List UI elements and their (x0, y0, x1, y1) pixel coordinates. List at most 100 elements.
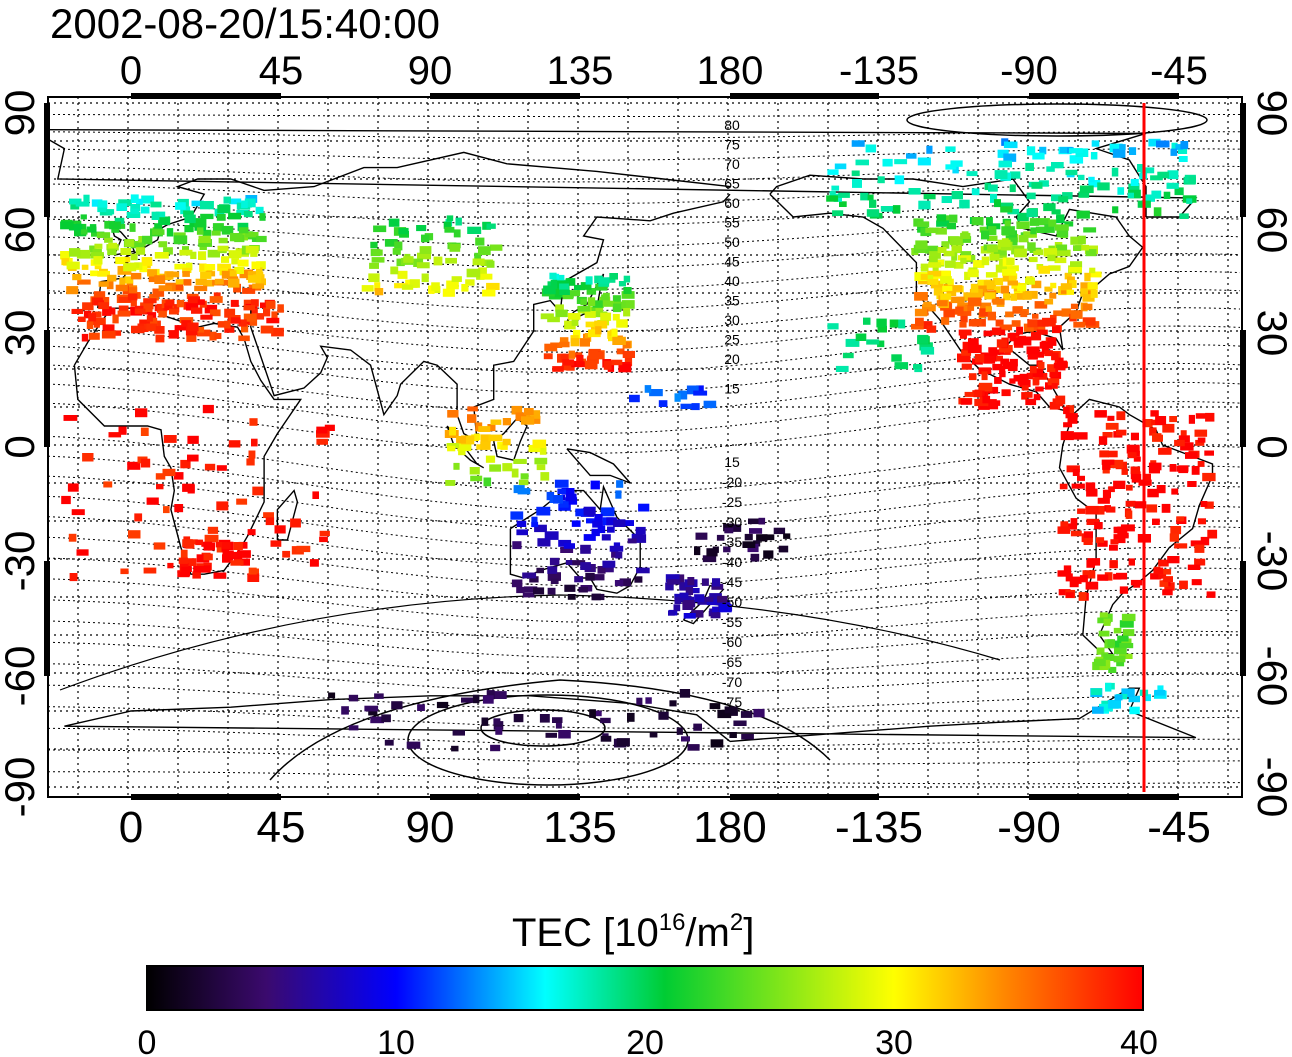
tec-observation-mark (981, 371, 988, 381)
tec-observation-mark (979, 302, 992, 312)
tec-observation-mark (1026, 372, 1034, 380)
tec-observation-mark (461, 697, 474, 703)
tec-observation-mark (1027, 319, 1038, 328)
tec-observation-mark (835, 365, 849, 372)
tec-observation-mark (1179, 213, 1189, 219)
tec-observation-mark (154, 252, 169, 259)
tec-observation-mark (373, 225, 387, 233)
tec-observation-mark (984, 292, 996, 300)
tec-observation-mark (236, 498, 248, 505)
tec-observation-mark (1027, 242, 1036, 251)
tec-observation-mark (691, 610, 704, 618)
tec-observation-mark (445, 480, 456, 486)
tec-observation-mark (90, 252, 104, 259)
tec-observation-mark (558, 730, 571, 739)
tec-observation-mark (511, 579, 523, 588)
tec-observation-mark (372, 249, 383, 256)
contour-line (48, 749, 1240, 765)
tec-observation-mark (1194, 429, 1208, 437)
tec-observation-mark (876, 318, 887, 328)
tec-observation-mark (554, 479, 569, 488)
tec-observation-mark (913, 364, 922, 370)
tec-observation-mark (1020, 379, 1031, 387)
top-lon-label: -45 (1150, 49, 1208, 93)
tec-observation-mark (1125, 510, 1133, 519)
tec-observation-mark (89, 245, 97, 253)
contour-line (48, 620, 1241, 659)
tec-observation-mark (270, 540, 282, 547)
tec-observation-mark (196, 226, 204, 235)
tec-observation-mark (914, 308, 927, 317)
magnetic-latitude-contours (48, 103, 1241, 786)
contour-label: 20 (724, 351, 740, 367)
tec-observation-mark (117, 310, 131, 317)
tec-observation-mark (951, 191, 963, 200)
tec-observation-mark (1071, 483, 1085, 489)
tec-observation-mark (1078, 592, 1087, 601)
tec-observation-mark (234, 266, 244, 274)
colorbar: TEC [1016/m2] 0 10 20 30 40 (138, 909, 1158, 1057)
tec-observation-mark (866, 339, 880, 345)
tec-observation-mark (938, 270, 950, 279)
tec-observation-mark (75, 201, 90, 207)
tec-observation-mark (1026, 192, 1036, 200)
tec-observation-mark (184, 225, 194, 233)
tec-observation-mark (592, 520, 603, 528)
tec-observation-mark (700, 596, 714, 602)
tec-observation-mark (988, 184, 998, 192)
tec-observation-mark (251, 438, 258, 447)
tec-observation-mark (920, 346, 935, 355)
tec-observation-mark (374, 288, 384, 296)
tec-observation-mark (495, 726, 503, 735)
tec-observation-mark (1044, 286, 1053, 292)
contour-label: -60 (722, 634, 742, 650)
tec-observation-mark (204, 534, 219, 543)
tec-observation-mark (1119, 643, 1134, 649)
contour-line (48, 217, 1241, 248)
tec-observation-mark (1095, 537, 1105, 543)
tec-observation-mark (658, 711, 669, 720)
tec-observation-mark (116, 203, 128, 211)
right-tick-bar (1240, 330, 1246, 447)
tec-observation-mark (550, 578, 559, 584)
contour-label: 25 (724, 332, 740, 348)
contour-label: -50 (722, 594, 742, 610)
tec-observation-mark (607, 526, 615, 533)
tec-observation-mark (945, 164, 957, 170)
tec-observation-mark (1079, 575, 1088, 583)
tec-observation-mark (494, 691, 507, 699)
tec-observation-mark (266, 317, 280, 324)
tec-observation-mark (248, 450, 256, 459)
tec-observation-mark (1083, 227, 1097, 233)
tec-observation-mark (513, 458, 527, 464)
tec-observation-mark (1000, 285, 1010, 294)
tec-observation-mark (516, 529, 528, 536)
tec-observation-mark (753, 708, 765, 718)
bottom-lon-label: -45 (1147, 803, 1211, 852)
tec-observation-mark (717, 595, 728, 603)
tec-observation-mark (1169, 416, 1177, 423)
tec-observation-mark (215, 542, 224, 548)
contour-line (48, 706, 1240, 729)
tec-observation-mark (941, 196, 952, 203)
colorbar-tick: 40 (1120, 1024, 1158, 1057)
tec-observation-mark (142, 235, 153, 245)
tec-observation-mark (1154, 689, 1166, 696)
tec-observation-mark (1056, 229, 1069, 238)
tec-observation-mark (613, 303, 622, 313)
tec-observation-mark (1070, 261, 1083, 268)
right-lat-label: -60 (1249, 646, 1292, 707)
tec-observation-mark (1063, 422, 1073, 428)
tec-observation-mark (77, 279, 91, 285)
tec-observation-mark (674, 393, 681, 402)
tec-observation-mark (217, 263, 231, 272)
tec-observation-mark (926, 145, 933, 154)
tec-observation-mark (1187, 564, 1201, 570)
tec-observation-mark (88, 332, 100, 340)
tec-observation-mark (134, 308, 146, 314)
tec-observation-mark (783, 533, 791, 539)
tec-observation-mark (1102, 432, 1113, 438)
tec-observation-mark (983, 330, 993, 337)
tec-observation-mark (597, 525, 606, 534)
tec-observation-mark (571, 360, 580, 368)
